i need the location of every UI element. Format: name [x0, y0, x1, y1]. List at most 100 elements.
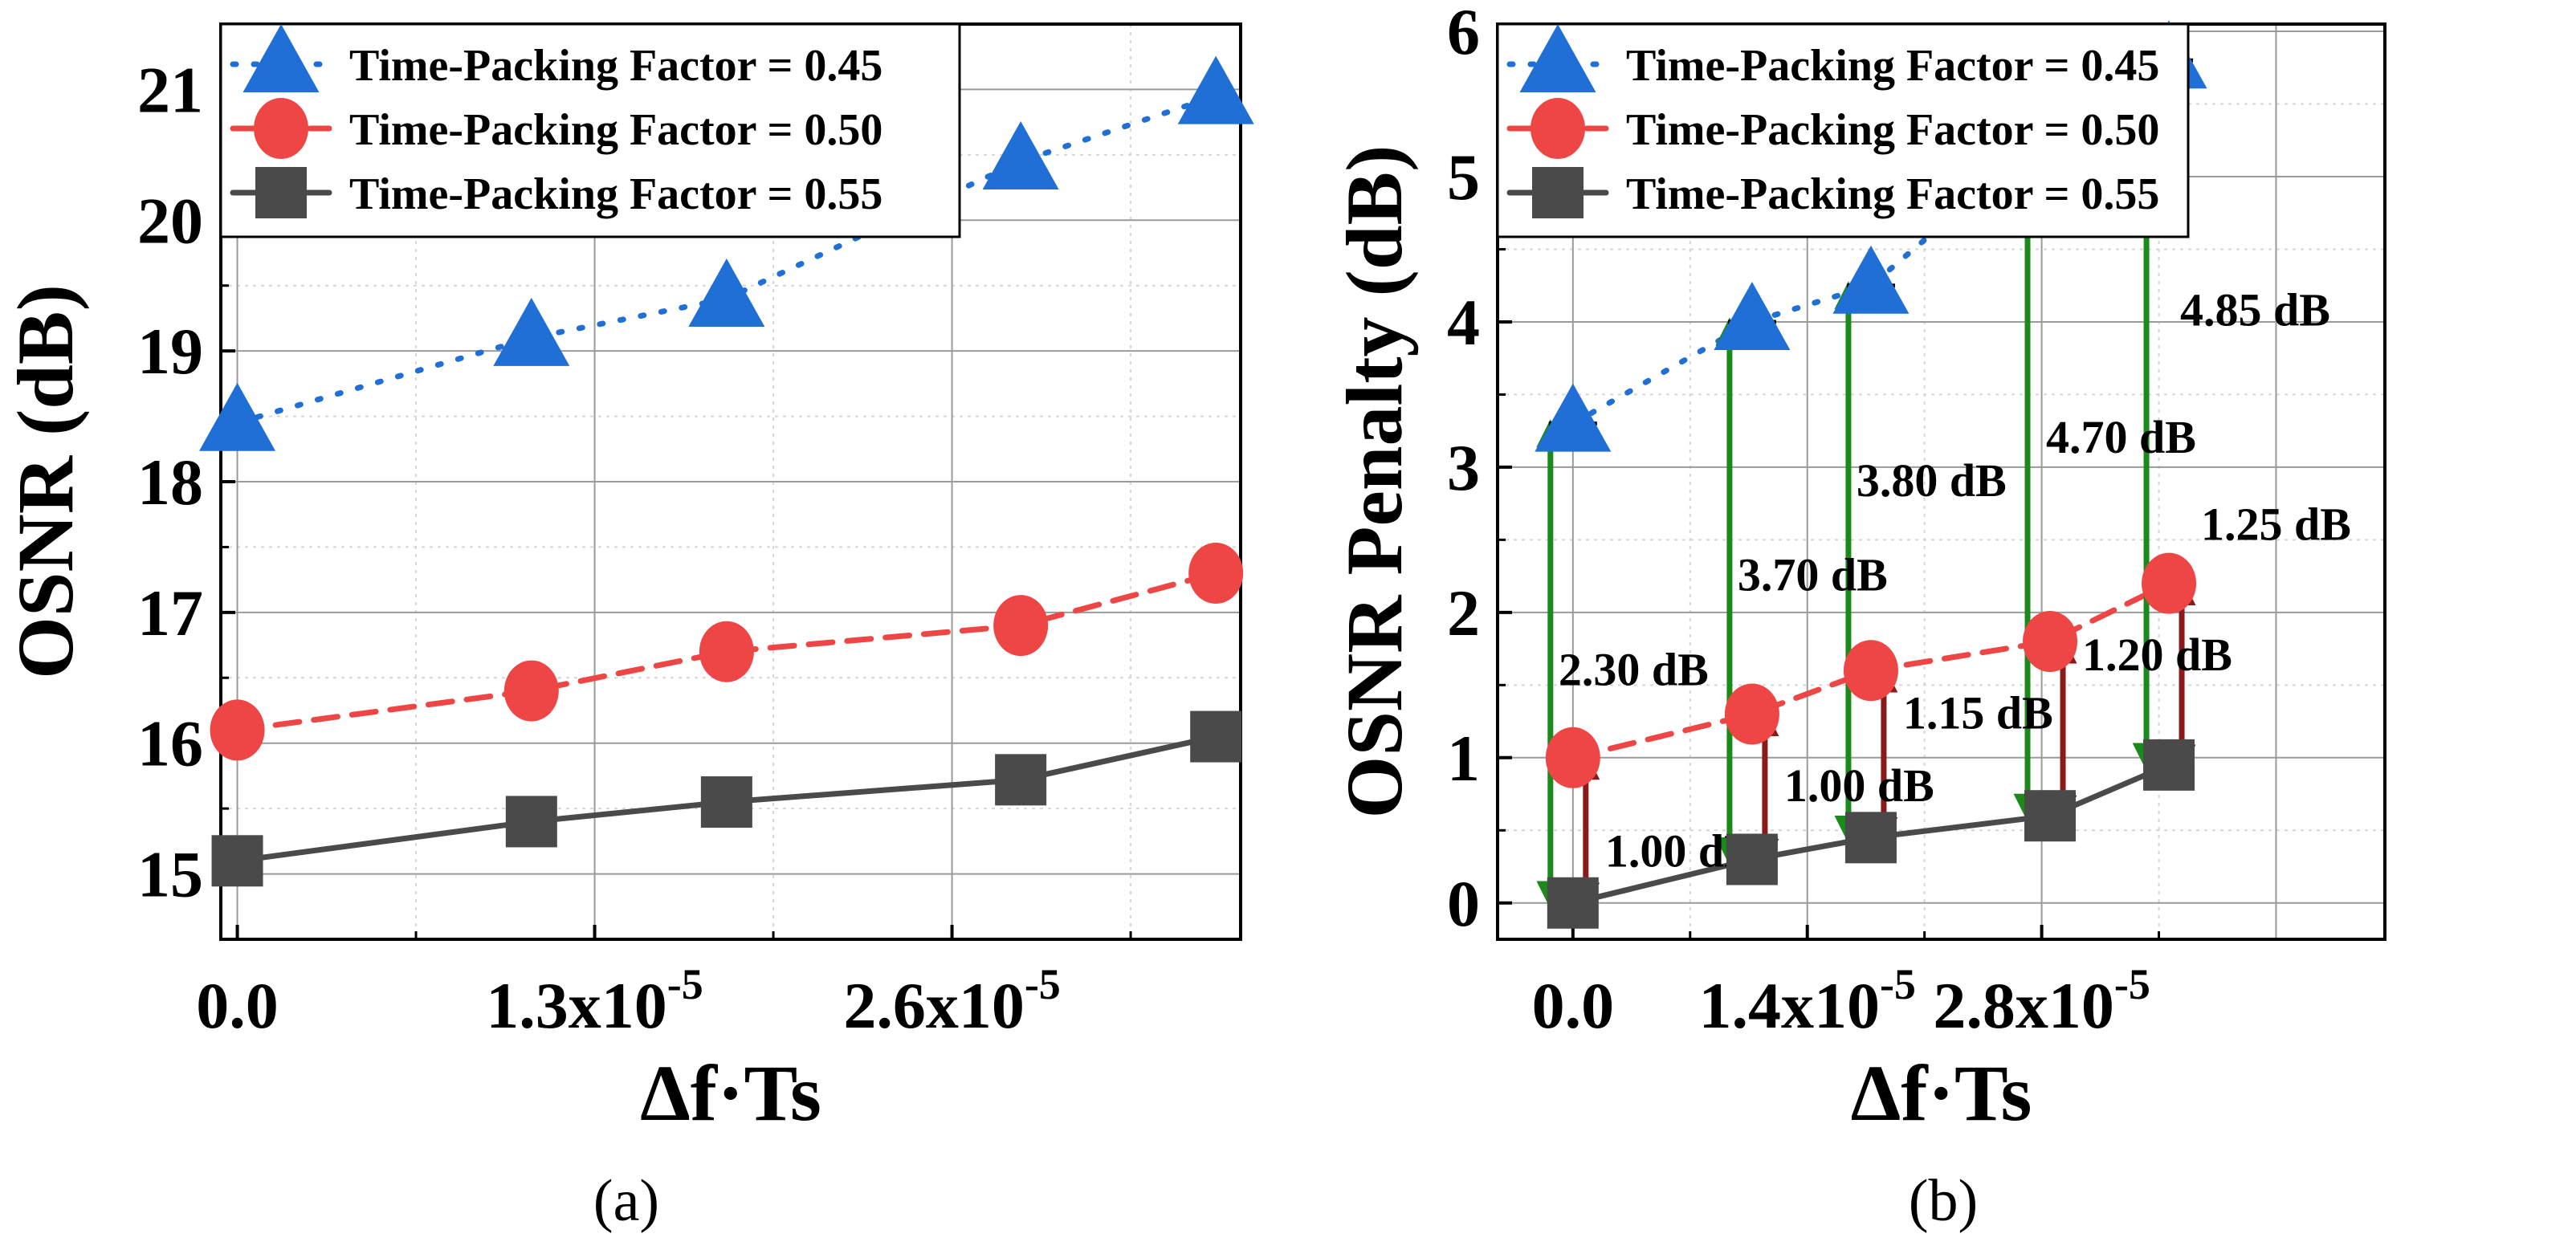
- green-arrow-label: 4.70 dB: [2046, 411, 2196, 463]
- legend: Time-Packing Factor = 0.45 Time-Packing F…: [219, 22, 961, 238]
- data-point-circle: [1843, 640, 1898, 702]
- y-tick-label: 17: [137, 576, 203, 649]
- data-point-triangle: [1714, 281, 1791, 350]
- darkred-arrow-label: 1.20 dB: [2082, 629, 2232, 681]
- x-tick-label: 0.0: [196, 969, 279, 1042]
- y-axis-label: OSNR Penalty (dB): [1330, 145, 1419, 819]
- data-point-triangle: [1832, 245, 1910, 314]
- x-tick-label: 2.6x10-5: [843, 960, 1060, 1042]
- y-tick-label: 15: [137, 838, 203, 911]
- darkred-arrow-label: 1.15 dB: [1903, 687, 2053, 739]
- legend-marker-square: [1532, 167, 1584, 218]
- legend-marker-circle: [254, 98, 308, 159]
- y-tick-label: 4: [1447, 286, 1480, 359]
- y-tick-label: 16: [137, 707, 203, 780]
- data-point-square: [700, 776, 752, 828]
- data-point-triangle: [1177, 55, 1254, 124]
- series-1-markers: [1545, 552, 2197, 788]
- legend: Time-Packing Factor = 0.45 Time-Packing F…: [1496, 22, 2190, 238]
- data-point-square: [1844, 812, 1897, 864]
- x-tick-label: 2.8x10-5: [1933, 960, 2150, 1042]
- subplot-label: (b): [1909, 1168, 1978, 1234]
- darkred-arrow-label: 1.25 dB: [2201, 498, 2351, 550]
- series-2-markers: [1547, 739, 2195, 929]
- data-point-circle: [2023, 611, 2078, 673]
- x-tick-base: 0.0: [196, 969, 279, 1042]
- data-point-square: [1726, 833, 1778, 885]
- x-tick-label: 1.3x10-5: [486, 960, 703, 1042]
- data-point-triangle: [982, 121, 1059, 189]
- legend-label: Time-Packing Factor = 0.50: [349, 105, 882, 155]
- y-tick-label: 19: [137, 315, 203, 388]
- y-tick-label: 21: [137, 53, 203, 126]
- x-tick-exponent: -5: [667, 960, 703, 1008]
- data-point-square: [505, 796, 557, 848]
- data-point-square: [2024, 790, 2077, 842]
- legend-marker-circle: [1531, 98, 1585, 159]
- series-2-markers: [211, 710, 1242, 887]
- data-point-square: [1190, 710, 1242, 763]
- series-0-markers: [199, 55, 1254, 451]
- legend-label: Time-Packing Factor = 0.45: [1626, 41, 2159, 91]
- y-axis-label: OSNR (dB): [1, 284, 90, 679]
- data-point-circle: [1188, 543, 1244, 604]
- data-point-triangle: [1535, 383, 1612, 452]
- y-tick-label: 18: [137, 446, 203, 519]
- legend-label: Time-Packing Factor = 0.55: [1626, 169, 2159, 219]
- y-tick-label: 1: [1447, 722, 1480, 795]
- series-line: [234, 570, 1219, 733]
- legend-marker-triangle: [243, 24, 320, 92]
- x-tick-base: 0.0: [1532, 969, 1615, 1042]
- legend-box: [1496, 22, 2190, 238]
- subplot-label: (a): [593, 1168, 659, 1234]
- x-axis-label: Δf·Ts: [640, 1048, 821, 1138]
- data-point-square: [2143, 739, 2195, 791]
- data-point-triangle: [199, 382, 276, 451]
- legend-label: Time-Packing Factor = 0.45: [349, 41, 882, 91]
- data-point-triangle: [688, 259, 765, 327]
- y-tick-label: 5: [1447, 140, 1480, 214]
- legend-box: [219, 22, 961, 238]
- x-tick-base: 2.6x10: [843, 969, 1025, 1042]
- data-point-square: [211, 835, 263, 887]
- green-arrow-label: 4.85 dB: [2180, 283, 2330, 336]
- x-tick-label: 0.0: [1532, 969, 1615, 1042]
- data-point-circle: [503, 660, 559, 722]
- x-tick-base: 1.3x10: [486, 969, 667, 1042]
- y-tick-label: 2: [1447, 576, 1480, 649]
- y-tick-label: 6: [1447, 0, 1480, 68]
- green-arrow-label: 3.70 dB: [1738, 549, 1888, 601]
- y-tick-label: 3: [1447, 431, 1480, 504]
- x-tick-exponent: -5: [1880, 960, 1916, 1008]
- green-arrow-label: 2.30 dB: [1559, 643, 1709, 695]
- data-point-circle: [1724, 683, 1779, 745]
- x-axis-label: Δf·Ts: [1851, 1048, 2032, 1138]
- legend-label: Time-Packing Factor = 0.50: [1626, 105, 2159, 155]
- y-tick-label: 0: [1447, 867, 1480, 940]
- data-point-square: [995, 754, 1047, 806]
- series-1-markers: [210, 543, 1244, 761]
- darkred-arrow-label: 1.00 dB: [1784, 759, 1934, 812]
- legend-label: Time-Packing Factor = 0.55: [349, 169, 882, 219]
- green-arrow-label: 3.80 dB: [1857, 454, 2007, 507]
- data-point-circle: [1545, 727, 1600, 788]
- data-point-circle: [699, 621, 754, 682]
- data-point-circle: [2142, 552, 2197, 614]
- x-tick-label: 1.4x10-5: [1698, 960, 1915, 1042]
- data-point-triangle: [493, 297, 570, 366]
- x-tick-exponent: -5: [1025, 960, 1061, 1008]
- x-tick-base: 2.8x10: [1933, 969, 2114, 1042]
- y-tick-label: 20: [137, 184, 203, 257]
- legend-marker-triangle: [1519, 24, 1596, 92]
- legend-marker-square: [255, 167, 307, 218]
- data-point-circle: [993, 595, 1049, 657]
- x-tick-exponent: -5: [2114, 960, 2150, 1008]
- data-point-circle: [210, 699, 265, 761]
- x-tick-base: 1.4x10: [1698, 969, 1880, 1042]
- data-point-square: [1547, 877, 1599, 929]
